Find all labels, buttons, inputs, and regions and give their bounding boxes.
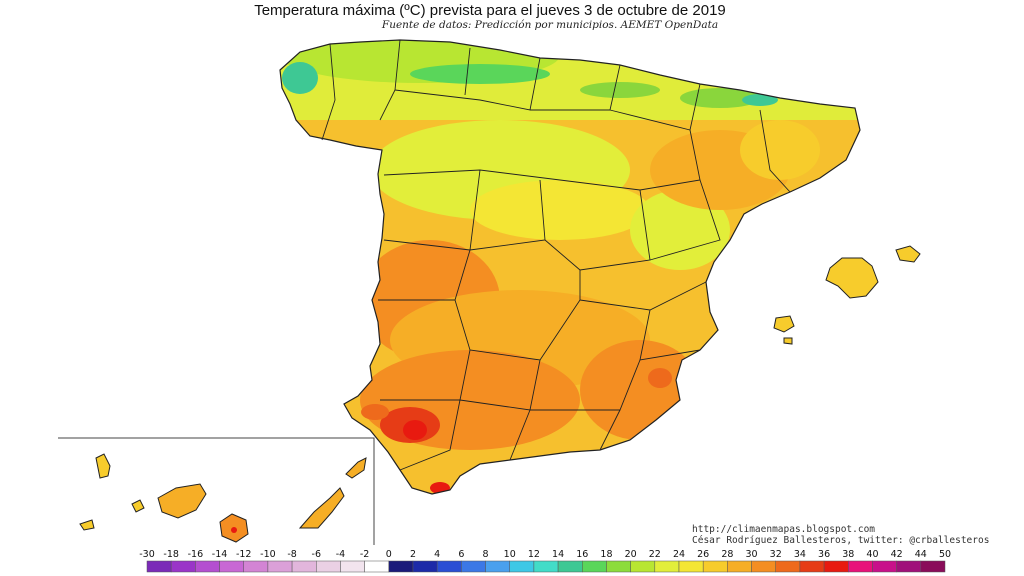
map-title: Temperatura máxima (ºC) prevista para el… [254,2,726,19]
legend-label: -10 [260,549,276,560]
legend-swatch [243,560,269,573]
legend-swatch [436,560,462,573]
legend-swatch [291,560,317,573]
legend-swatch [799,560,825,573]
legend-swatch [461,560,486,573]
legend-swatch [702,560,728,573]
legend-swatch [630,560,656,573]
legend-swatch [340,560,365,573]
legend-swatch [267,560,293,573]
legend-label: -16 [187,549,204,560]
canary-islands [79,453,367,543]
legend-label: -2 [359,549,370,560]
legend-label: 20 [624,549,637,560]
legend-swatch [872,560,897,573]
legend-label: 30 [745,549,758,560]
legend-swatch [364,560,390,573]
legend-swatch [606,560,631,573]
legend-swatch [485,560,510,573]
canary-inset-frame [58,437,375,545]
legend-label: -14 [211,549,228,560]
legend-swatch [727,560,752,573]
legend-label: 14 [552,549,565,560]
legend-label: 36 [818,549,831,560]
legend-label: 42 [890,549,903,560]
legend-swatch [582,560,607,573]
legend-label: -6 [311,549,322,560]
legend-label: 22 [648,549,661,560]
legend-label: 0 [385,549,392,560]
legend-swatch [509,560,535,573]
legend-swatch [412,560,438,573]
legend-color-bar [146,560,946,573]
mainland-outline [279,39,861,495]
legend-swatch [195,560,220,573]
legend-swatch [823,560,849,573]
legend-swatch [316,560,341,573]
legend-swatch [388,560,414,573]
legend-label: 50 [938,549,952,560]
legend-swatch [678,560,704,573]
legend-label: 38 [842,549,855,560]
legend-label: 40 [866,549,879,560]
legend-swatch [533,560,559,573]
legend-label: 34 [793,549,806,560]
legend-swatch [775,560,801,573]
legend-swatch [146,560,172,573]
credit-author: César Rodríguez Ballesteros, twitter: @c… [692,535,990,546]
legend-label: -12 [235,549,252,560]
legend-label: 10 [503,549,516,560]
legend-swatch [557,560,583,573]
legend-label: 26 [697,549,710,560]
legend-label: 12 [527,549,540,560]
map-subtitle: Fuente de datos: Predicción por municipi… [381,19,719,31]
legend-swatch [896,560,922,573]
legend-label: 32 [769,549,782,560]
balearic-islands [773,245,921,345]
legend-label: 28 [721,549,734,560]
legend-label: -4 [335,549,346,560]
legend-label: 24 [672,549,686,560]
legend-label: 2 [409,549,417,560]
legend-label: 8 [482,549,489,560]
legend-label: 18 [600,549,613,560]
legend-swatch [848,560,873,573]
legend-swatch [219,560,244,573]
legend-swatch [654,560,680,573]
legend-label: -8 [287,549,297,560]
legend-label: -30 [139,549,155,560]
legend-label: 16 [576,549,589,560]
legend-swatch [920,560,946,573]
province-borders [321,39,791,471]
legend-label: 6 [458,549,465,560]
legend-label: 4 [434,549,441,560]
legend-swatch [751,560,776,573]
legend-label: 44 [914,549,927,560]
credit-site: http://climaenmapas.blogspot.com [692,524,876,535]
legend-swatch [170,560,196,573]
legend-label: -18 [163,549,179,560]
